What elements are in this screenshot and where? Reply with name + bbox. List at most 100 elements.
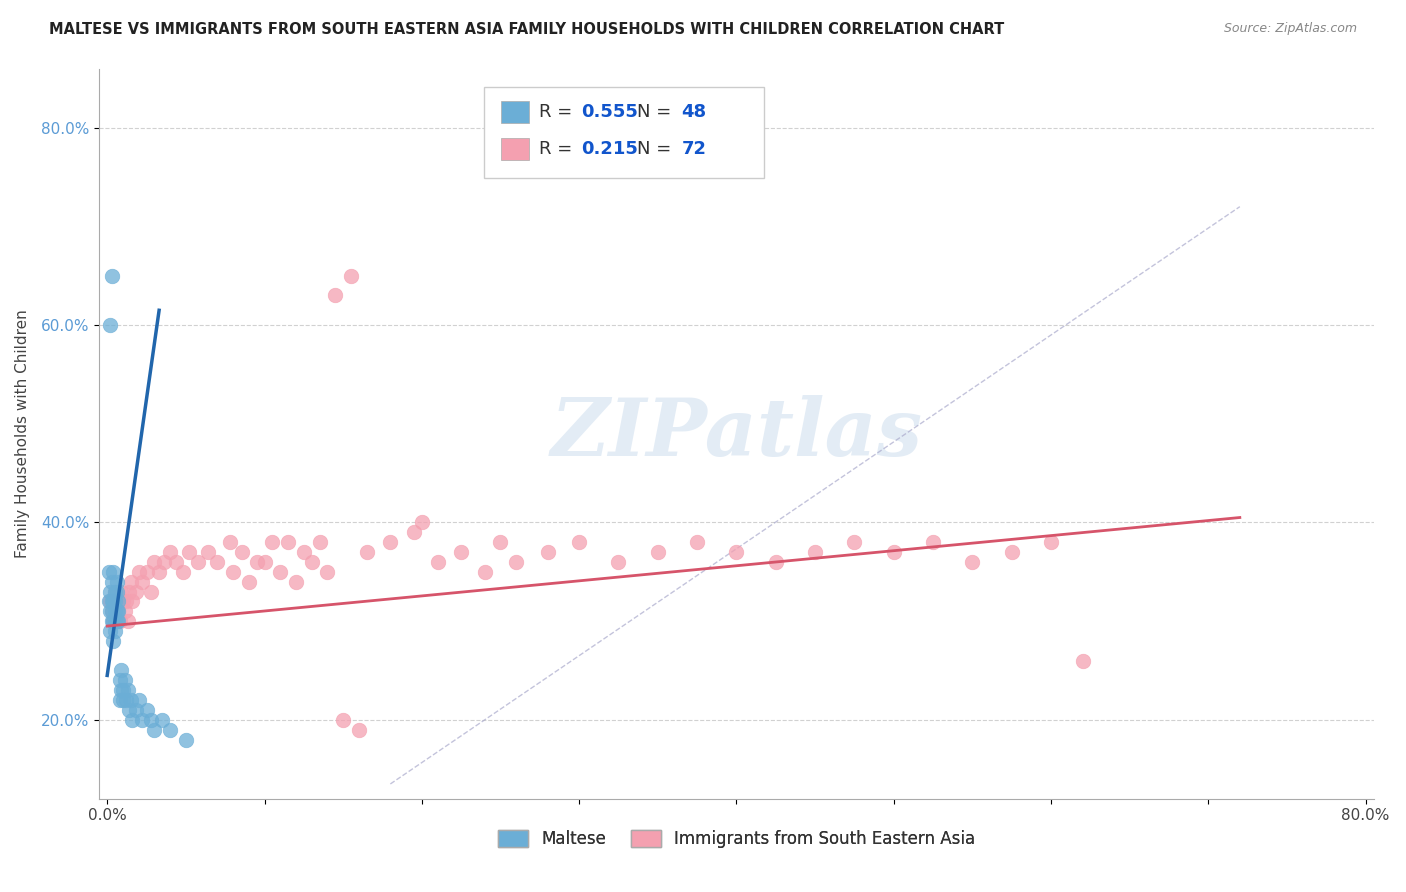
- Point: [105, 584, 128, 599]
- Point: [103, 565, 125, 579]
- Point: [765, 555, 787, 569]
- Point: [402, 525, 425, 540]
- Legend: Maltese, Immigrants from South Eastern Asia: Maltese, Immigrants from South Eastern A…: [489, 822, 984, 856]
- Point: [110, 683, 132, 698]
- Point: [118, 703, 141, 717]
- Point: [686, 535, 709, 549]
- Text: N =: N =: [637, 103, 678, 121]
- Point: [568, 535, 591, 549]
- Point: [104, 594, 127, 608]
- Point: [114, 673, 136, 688]
- Text: MALTESE VS IMMIGRANTS FROM SOUTH EASTERN ASIA FAMILY HOUSEHOLDS WITH CHILDREN CO: MALTESE VS IMMIGRANTS FROM SOUTH EASTERN…: [49, 22, 1004, 37]
- Point: [1040, 535, 1063, 549]
- Point: [115, 594, 138, 608]
- Point: [104, 614, 127, 628]
- Point: [110, 584, 132, 599]
- Point: [115, 693, 138, 707]
- Point: [277, 535, 299, 549]
- FancyBboxPatch shape: [484, 87, 765, 178]
- Point: [332, 713, 354, 727]
- Point: [1071, 654, 1094, 668]
- Point: [380, 535, 402, 549]
- Point: [103, 633, 125, 648]
- Point: [121, 594, 143, 608]
- Point: [340, 268, 363, 283]
- Point: [108, 693, 131, 707]
- Point: [101, 268, 124, 283]
- Point: [98, 624, 121, 638]
- Point: [98, 584, 121, 599]
- Point: [101, 604, 124, 618]
- Point: [110, 664, 132, 678]
- Point: [1001, 545, 1024, 559]
- Point: [104, 584, 127, 599]
- Point: [174, 732, 197, 747]
- Point: [197, 545, 219, 559]
- Point: [105, 594, 128, 608]
- Point: [120, 574, 142, 589]
- Point: [135, 565, 157, 579]
- Point: [107, 604, 129, 618]
- Point: [101, 574, 124, 589]
- Point: [108, 614, 131, 628]
- Point: [141, 584, 163, 599]
- Point: [101, 594, 124, 608]
- Point: [105, 614, 128, 628]
- Point: [347, 723, 370, 737]
- Point: [111, 683, 134, 698]
- Text: 0.555: 0.555: [581, 103, 638, 121]
- Point: [128, 693, 150, 707]
- Point: [131, 713, 153, 727]
- Text: 72: 72: [682, 140, 707, 158]
- Point: [107, 604, 129, 618]
- Point: [316, 565, 339, 579]
- Point: [107, 594, 129, 608]
- Point: [150, 713, 173, 727]
- Point: [844, 535, 866, 549]
- Point: [505, 555, 527, 569]
- Point: [153, 555, 176, 569]
- Point: [97, 565, 120, 579]
- Point: [98, 318, 121, 332]
- Point: [725, 545, 748, 559]
- Point: [172, 565, 194, 579]
- FancyBboxPatch shape: [501, 102, 529, 123]
- Text: R =: R =: [538, 140, 578, 158]
- Y-axis label: Family Households with Children: Family Households with Children: [15, 310, 30, 558]
- Point: [103, 614, 125, 628]
- Text: 48: 48: [682, 103, 707, 121]
- Point: [114, 604, 136, 618]
- Point: [121, 713, 143, 727]
- Point: [301, 555, 323, 569]
- Point: [108, 673, 131, 688]
- Point: [117, 683, 139, 698]
- Point: [98, 604, 121, 618]
- Text: N =: N =: [637, 140, 678, 158]
- Point: [489, 535, 512, 549]
- Point: [120, 693, 142, 707]
- Point: [105, 574, 128, 589]
- Point: [922, 535, 945, 549]
- Point: [97, 594, 120, 608]
- Point: [323, 288, 346, 302]
- Point: [117, 614, 139, 628]
- Point: [308, 535, 330, 549]
- Text: Source: ZipAtlas.com: Source: ZipAtlas.com: [1223, 22, 1357, 36]
- Point: [118, 584, 141, 599]
- Point: [107, 614, 129, 628]
- Text: R =: R =: [538, 103, 578, 121]
- Point: [124, 703, 146, 717]
- Text: 0.215: 0.215: [581, 140, 638, 158]
- Point: [165, 555, 187, 569]
- Point: [411, 516, 433, 530]
- Point: [883, 545, 905, 559]
- Point: [177, 545, 200, 559]
- Point: [101, 604, 124, 618]
- Point: [103, 614, 125, 628]
- Point: [104, 584, 127, 599]
- Point: [262, 535, 284, 549]
- Point: [246, 555, 269, 569]
- Point: [285, 574, 308, 589]
- Point: [111, 693, 134, 707]
- Point: [104, 604, 127, 618]
